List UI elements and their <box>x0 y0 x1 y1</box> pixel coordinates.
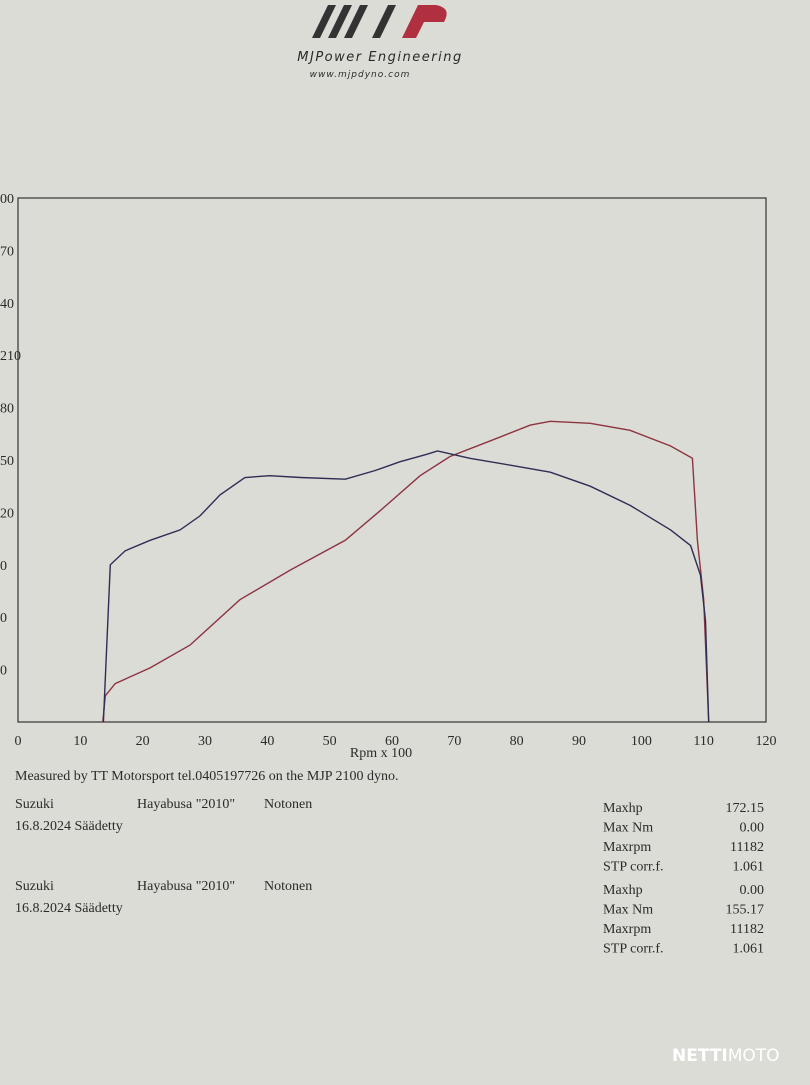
x-tick-label: 90 <box>572 734 586 749</box>
curve <box>102 420 710 723</box>
stat-label: Maxrpm <box>603 840 651 855</box>
run-make: Suzuki <box>15 797 54 812</box>
watermark: NETTIMOTO <box>672 1046 780 1066</box>
stat-value: 11182 <box>730 840 764 855</box>
y-tick-label: 20 <box>0 506 14 521</box>
stat-label: STP corr.f. <box>603 942 664 957</box>
brand: MJPower Engineering <box>297 50 462 65</box>
x-tick-label: 100 <box>631 734 652 749</box>
measured-by: Measured by TT Motorsport tel.0405197726… <box>15 769 399 784</box>
stat-value: 172.15 <box>726 801 765 816</box>
run-owner: Notonen <box>264 879 312 894</box>
y-tick-label: 80 <box>0 402 14 417</box>
x-tick-label: 20 <box>136 734 150 749</box>
logo <box>312 5 447 38</box>
stat-label: Max Nm <box>603 821 653 836</box>
x-tick-label: 60 <box>385 734 399 749</box>
x-tick-label: 80 <box>510 734 524 749</box>
x-tick-label: 120 <box>756 734 777 749</box>
y-tick-label: 40 <box>0 297 14 312</box>
x-tick-label: 50 <box>323 734 337 749</box>
stat-value: 11182 <box>730 922 764 937</box>
y-tick-label: 0 <box>0 611 7 626</box>
y-tick-label: 210 <box>0 349 21 364</box>
stat-label: Maxhp <box>603 883 643 898</box>
x-axis-label: Rpm x 100 <box>350 746 412 761</box>
stat-label: Max Nm <box>603 903 653 918</box>
y-tick-label: 70 <box>0 244 14 259</box>
x-tick-label: 10 <box>73 734 87 749</box>
stat-value: 0.00 <box>740 883 765 898</box>
run-owner: Notonen <box>264 797 312 812</box>
stat-label: Maxhp <box>603 801 643 816</box>
run-date: 16.8.2024 Säädetty <box>15 901 123 916</box>
stat-label: Maxrpm <box>603 922 651 937</box>
y-tick-label: 00 <box>0 192 14 207</box>
stat-value: 0.00 <box>740 821 765 836</box>
run-date: 16.8.2024 Säädetty <box>15 819 123 834</box>
x-tick-label: 40 <box>260 734 274 749</box>
watermark-b: MOTO <box>728 1046 780 1066</box>
stat-label: STP corr.f. <box>603 860 664 875</box>
x-tick-label: 0 <box>15 734 22 749</box>
y-tick-label: 0 <box>0 559 7 574</box>
curve <box>102 450 710 723</box>
x-tick-label: 30 <box>198 734 212 749</box>
run-model: Hayabusa "2010" <box>137 797 235 812</box>
brand-url: www.mjpdyno.com <box>310 70 411 80</box>
y-tick-label: 0 <box>0 664 7 679</box>
stat-value: 1.061 <box>733 942 765 957</box>
stat-value: 1.061 <box>733 860 765 875</box>
y-tick-label: 50 <box>0 454 14 469</box>
stat-value: 155.17 <box>726 903 765 918</box>
x-tick-label: 70 <box>447 734 461 749</box>
run-make: Suzuki <box>15 879 54 894</box>
x-tick-label: 110 <box>693 734 713 749</box>
plot-frame <box>17 197 767 723</box>
watermark-a: NETTI <box>672 1046 728 1066</box>
run-model: Hayabusa "2010" <box>137 879 235 894</box>
